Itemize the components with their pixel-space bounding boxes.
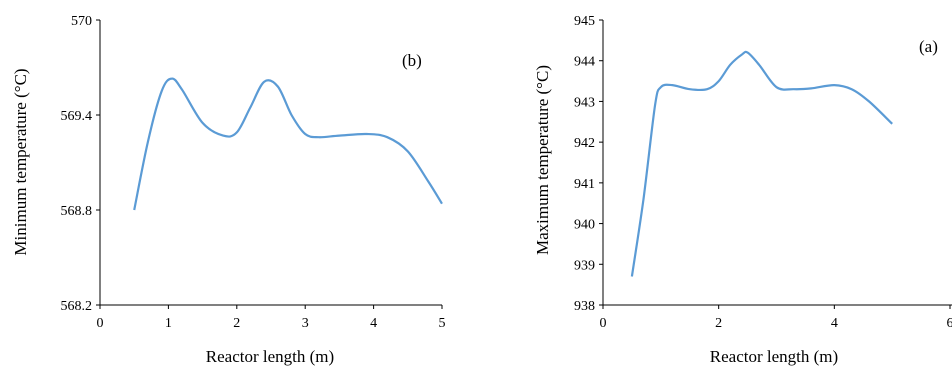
x-tick-label: 0 [97, 316, 104, 331]
y-axis-label: Minimum temperature (°C) [11, 68, 30, 255]
y-tick-label: 568.8 [61, 204, 93, 219]
series-line [133, 77, 443, 211]
y-axis-label: Maximum temperature (°C) [533, 65, 552, 255]
panel-label: (a) [919, 37, 938, 56]
maximum-temperature-chart: 938 939 940 941 942 943 944 945 0 2 4 6 (a) Reacto… [533, 14, 952, 366]
x-tick-label: 4 [370, 316, 377, 331]
y-tick-label: 940 [574, 218, 595, 233]
x-tick-label: 0 [600, 316, 607, 331]
y-tick-label: 938 [574, 299, 595, 314]
y-tick-label: 941 [574, 177, 595, 192]
x-tick-label: 2 [233, 316, 240, 331]
x-axis-label: Reactor length (m) [710, 347, 838, 366]
minimum-temperature-chart: 568.2 568.8 569.4 570 0 1 2 3 4 5 (b) Reactor le… [11, 14, 446, 366]
y-tick-label: 945 [574, 14, 595, 29]
y-tick-labels: 568.2 568.8 569.4 570 [61, 14, 100, 314]
y-tick-label: 569.4 [61, 109, 93, 124]
x-tick-label: 4 [831, 316, 838, 331]
y-tick-label: 942 [574, 136, 595, 151]
x-tick-label: 6 [947, 316, 952, 331]
series-line [630, 50, 893, 277]
x-tick-label: 5 [439, 316, 446, 331]
y-tick-label: 939 [574, 258, 595, 273]
x-tick-label: 3 [302, 316, 309, 331]
y-tick-labels: 938 939 940 941 942 943 944 945 [574, 14, 603, 314]
x-axis-label: Reactor length (m) [206, 347, 334, 366]
x-tick-labels: 0 2 4 6 [600, 305, 952, 331]
y-tick-label: 943 [574, 95, 595, 110]
panel-label: (b) [402, 51, 422, 70]
x-tick-label: 1 [165, 316, 172, 331]
x-tick-label: 2 [715, 316, 722, 331]
y-tick-label: 570 [71, 14, 92, 29]
x-tick-labels: 0 1 2 3 4 5 [97, 305, 446, 331]
y-tick-label: 944 [574, 55, 595, 70]
y-tick-label: 568.2 [61, 299, 93, 314]
